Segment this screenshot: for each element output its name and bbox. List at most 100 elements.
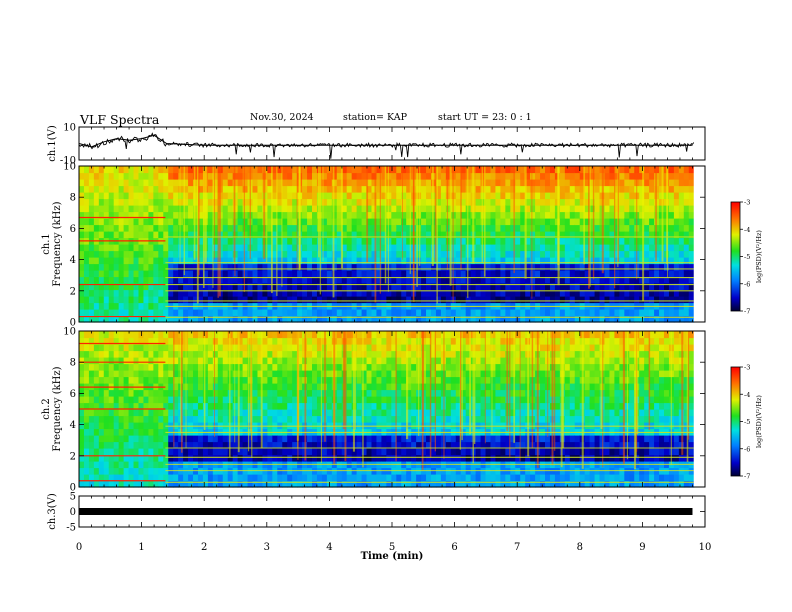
psd-cell [426, 396, 432, 404]
psd-cell [614, 198, 620, 206]
psd-cell [619, 172, 625, 180]
psd-cell [232, 218, 239, 226]
psd-cell [455, 396, 462, 404]
psd-cell [644, 218, 650, 226]
psd-cell [252, 376, 259, 384]
psd-cell [153, 257, 159, 265]
psd-cell [460, 296, 467, 304]
psd-cell [257, 344, 264, 352]
psd-cell [346, 231, 353, 239]
psd-cell [535, 166, 541, 174]
psd-cell [212, 270, 219, 278]
psd-cell [391, 166, 397, 174]
psd-cell [168, 296, 174, 304]
psd-cell [292, 289, 298, 297]
psd-cell [193, 415, 199, 423]
psd-cell [123, 179, 130, 187]
psd-cell [430, 331, 437, 339]
psd-cell [227, 454, 234, 462]
psd-cell [426, 448, 432, 456]
psd-cell [331, 276, 338, 284]
psd-cell [222, 474, 229, 482]
psd-cell [356, 376, 363, 384]
psd-cell [83, 363, 90, 371]
psd-cell [133, 289, 140, 297]
psd-cell [421, 448, 427, 456]
psd-cell [98, 166, 105, 174]
psd-cell [316, 376, 323, 384]
psd-cell [178, 296, 184, 304]
psd-cell [455, 276, 462, 284]
psd-cell [118, 192, 125, 200]
psd-cell [336, 296, 343, 304]
psd-cell [128, 370, 135, 378]
psd-cell [579, 283, 586, 291]
psd-cell [416, 179, 422, 187]
psd-cell [535, 257, 541, 265]
psd-cell [475, 309, 482, 317]
psd-cell [530, 250, 536, 258]
psd-cell [307, 383, 313, 391]
psd-cell [292, 296, 298, 304]
psd-cell [331, 263, 338, 271]
psd-cell [490, 315, 497, 323]
psd-cell [93, 409, 100, 417]
psd-cell [247, 276, 254, 284]
psd-cell [559, 231, 566, 239]
sferic-streak [416, 166, 418, 287]
psd-cell [148, 337, 154, 345]
psd-cell [401, 244, 407, 252]
psd-cell [331, 179, 338, 187]
psd-cell [202, 276, 209, 284]
psd-cell [584, 289, 591, 297]
psd-cell [252, 231, 259, 239]
psd-cell [589, 309, 596, 317]
psd-cell [148, 363, 154, 371]
psd-cell [381, 480, 387, 488]
psd-cell [287, 211, 293, 219]
psd-cell [242, 396, 249, 404]
psd-cell [148, 172, 154, 180]
psd-cell [262, 224, 268, 232]
psd-cell [193, 474, 199, 482]
psd-cell [351, 257, 358, 265]
psd-cell [470, 289, 477, 297]
psd-cell [391, 283, 397, 291]
psd-cell [222, 276, 229, 284]
psd-cell [316, 383, 323, 391]
psd-cell [564, 192, 571, 200]
psd-cell [168, 263, 174, 271]
psd-cell [148, 315, 154, 323]
psd-cell [510, 276, 516, 284]
psd-cell [163, 409, 169, 417]
psd-cell [505, 289, 511, 297]
psd-cell [133, 211, 140, 219]
psd-cell [460, 422, 467, 430]
psd-cell [113, 480, 120, 488]
psd-cell [158, 409, 164, 417]
psd-cell [381, 396, 387, 404]
psd-cell [673, 257, 680, 265]
psd-cell [426, 276, 432, 284]
psd-cell [336, 480, 343, 488]
psd-cell [505, 237, 511, 245]
psd-cell [158, 435, 164, 443]
psd-cell [133, 224, 140, 232]
psd-cell [123, 467, 130, 475]
chart-title: VLF Spectra [80, 112, 160, 127]
psd-cell [584, 276, 591, 284]
psd-cell [217, 309, 224, 317]
sferic-streak [601, 166, 604, 274]
psd-cell [138, 402, 145, 410]
psd-cell [307, 344, 313, 352]
psd-cell [450, 454, 457, 462]
psd-cell [98, 428, 105, 436]
psd-cell [346, 337, 353, 345]
psd-cell [500, 218, 506, 226]
psd-cell [88, 370, 95, 378]
psd-cell [426, 218, 432, 226]
psd-cell [549, 257, 556, 265]
psd-cell [207, 224, 214, 232]
psd-cell [336, 270, 343, 278]
psd-cell [381, 454, 387, 462]
